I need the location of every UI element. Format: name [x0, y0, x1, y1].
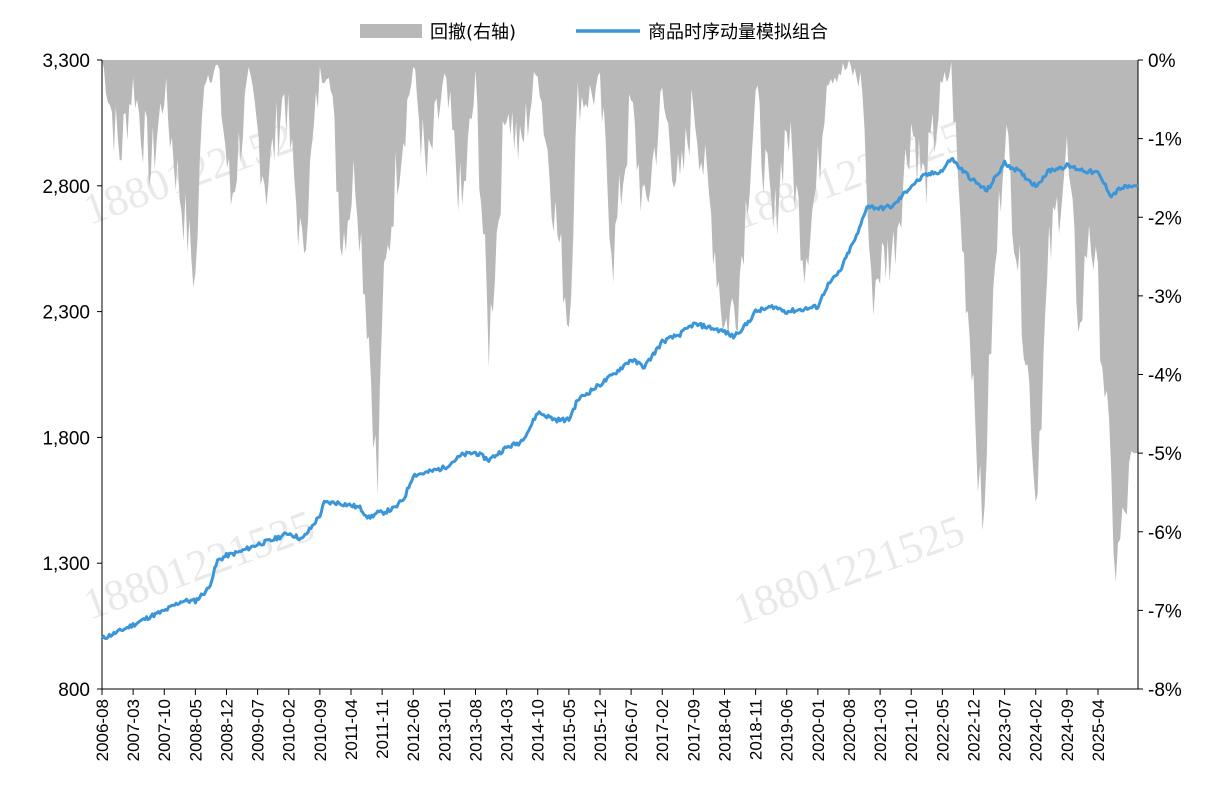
left-tick-label: 1,300	[42, 554, 90, 575]
left-tick-label: 3,300	[42, 51, 90, 72]
x-tick-label: 2020-08	[840, 699, 859, 761]
x-tick-label: 2021-03	[871, 699, 890, 761]
drawdown-area	[102, 60, 1138, 582]
watermark-text: 18801221525	[727, 506, 971, 635]
right-tick-label: -5%	[1148, 444, 1182, 465]
right-tick-label: 0%	[1148, 51, 1176, 72]
drawdown-area-layer	[102, 60, 1138, 582]
right-tick-label: -1%	[1148, 130, 1182, 151]
right-tick-label: -3%	[1148, 287, 1182, 308]
x-tick-label: 2006-08	[93, 699, 112, 761]
x-tick-label: 2011-11	[373, 699, 392, 759]
axes-layer: 800 1,300 1,800 2,300 2,800 3,300 0% -1% -2% -3% -…	[42, 51, 1181, 761]
x-tick-label: 2021-10	[902, 699, 921, 761]
right-tick-label: -8%	[1148, 680, 1182, 701]
x-tick-label: 2019-06	[778, 699, 797, 761]
right-tick-label: -2%	[1148, 208, 1182, 229]
x-tick-label: 2008-05	[186, 699, 205, 761]
x-tick-label: 2016-07	[622, 699, 641, 761]
right-tick-label: -6%	[1148, 523, 1182, 544]
watermark-layer: 18801221525 18801221525 18801221525 1880…	[77, 106, 971, 635]
x-tick-label: 2024-09	[1058, 699, 1077, 761]
x-tick-label: 2008-12	[218, 699, 237, 761]
x-tick-label: 2022-12	[965, 699, 984, 761]
x-tick-label: 2013-08	[467, 699, 486, 761]
x-tick-label: 2020-01	[809, 699, 828, 761]
x-tick-label: 2009-07	[249, 699, 268, 761]
x-tick-label: 2007-03	[124, 699, 143, 761]
x-tick-label: 2017-09	[684, 699, 703, 761]
x-tick-label: 2025-04	[1089, 699, 1108, 761]
x-tick-label: 2007-10	[155, 699, 174, 761]
x-tick-label: 2017-02	[653, 699, 672, 761]
nav-line	[100, 157, 1138, 641]
x-tick-label: 2012-06	[404, 699, 423, 761]
nav-line-layer	[100, 157, 1138, 641]
x-tick-label: 2011-04	[342, 699, 361, 760]
x-tick-label: 2010-02	[280, 699, 299, 761]
x-tick-label: 2014-03	[498, 699, 517, 761]
x-tick-label: 2013-01	[435, 699, 454, 761]
left-tick-label: 2,300	[42, 303, 90, 324]
x-tick-label: 2015-05	[560, 699, 579, 761]
right-tick-label: -4%	[1148, 366, 1182, 387]
left-tick-label: 1,800	[42, 428, 90, 449]
x-tick-label: 2024-02	[1027, 699, 1046, 761]
legend-label-nav: 商品时序动量模拟组合	[648, 22, 828, 43]
x-tick-label: 2018-11	[747, 699, 766, 760]
x-tick-label: 2023-07	[996, 699, 1015, 761]
right-tick-label: -7%	[1148, 601, 1182, 622]
legend-label-drawdown: 回撤(右轴)	[430, 22, 516, 43]
x-tick-label: 2014-10	[529, 699, 548, 761]
legend-swatch-drawdown	[360, 24, 422, 38]
watermark-text: 18801221525	[77, 501, 321, 630]
x-tick-label: 2015-12	[591, 699, 610, 761]
left-tick-label: 800	[58, 680, 90, 701]
x-tick-label: 2022-05	[933, 699, 952, 761]
left-tick-label: 2,800	[42, 177, 90, 198]
x-tick-label: 2018-04	[716, 699, 735, 761]
x-tick-label: 2010-09	[311, 699, 330, 761]
legend: 回撤(右轴) 商品时序动量模拟组合	[360, 22, 828, 43]
